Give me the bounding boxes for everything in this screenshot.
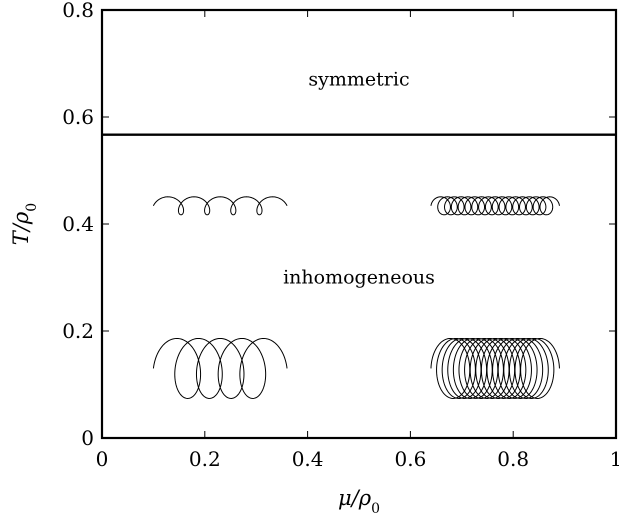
y-axis-label: T/ρ0 — [9, 203, 40, 245]
y-tick-label: 0.6 — [62, 105, 94, 129]
y-tick-label: 0 — [81, 426, 94, 450]
y-tick-label: 0.2 — [62, 319, 94, 343]
y-tick-label: 0.4 — [62, 212, 94, 236]
y-axis-ticks: 0 0.2 0.4 0.6 0.8 — [62, 0, 616, 450]
helix-curve-icon — [430, 337, 560, 399]
x-tick-label: 0.4 — [292, 447, 324, 471]
helix-icons — [152, 196, 560, 399]
x-tick-label: 0.6 — [394, 447, 426, 471]
x-tick-label: 0 — [96, 447, 109, 471]
region-label: symmetric — [308, 69, 409, 91]
x-axis-ticks: 0 0.2 0.4 0.6 0.8 1 — [96, 10, 619, 471]
x-tick-label: 0.2 — [189, 447, 221, 471]
helix-curve-icon — [430, 196, 560, 216]
x-axis-label: μ/ρ0 — [338, 486, 380, 517]
y-tick-label: 0.8 — [62, 0, 94, 22]
x-tick-label: 1 — [610, 447, 619, 471]
helix-curve-icon — [152, 337, 288, 399]
helix-curve-icon — [152, 196, 288, 216]
x-tick-label: 0.8 — [497, 447, 529, 471]
region-labels: symmetric inhomogeneous — [283, 69, 435, 289]
region-label: inhomogeneous — [283, 267, 435, 289]
